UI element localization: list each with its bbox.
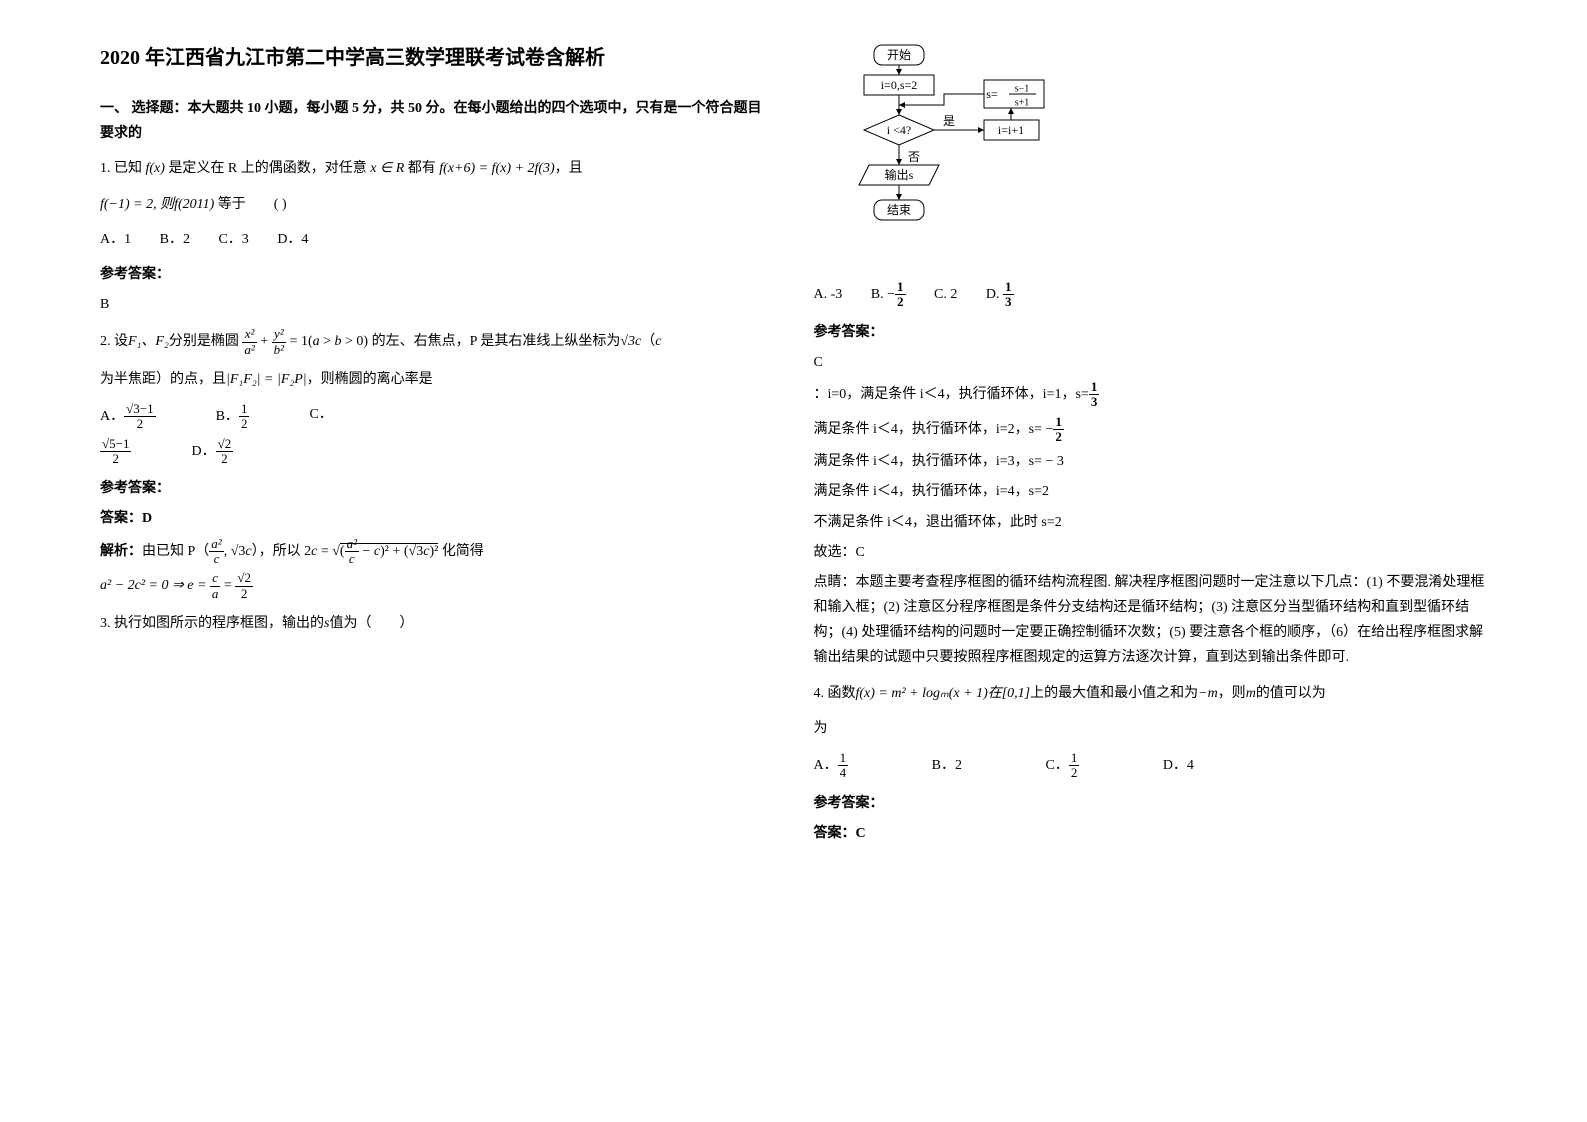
q4-continue: 为: [814, 716, 1488, 741]
flow-output: 输出s: [884, 167, 913, 182]
flow-init: i=0,s=2: [880, 78, 917, 92]
q1-ref-label: 参考答案：: [100, 262, 774, 287]
question-4: 4. 函数f(x) = m² + logₘ(x + 1)在[0,1]上的最大值和…: [814, 681, 1488, 706]
q4-opt-a: A．14: [814, 751, 849, 781]
right-column: 开始 i=0,s=2 i <4? 是 i=i+1 s= s−1 s+1: [814, 40, 1488, 851]
q2-solution: 解析：由已知 P（a²c, √3c），所以 2c = √(a²c − c)² +…: [100, 537, 774, 567]
question-3: 3. 执行如图所示的程序框图，输出的s值为（ ）: [100, 611, 774, 636]
flow-update-i: i=i+1: [997, 123, 1023, 137]
q3-answer: C: [814, 350, 1488, 375]
q2-opt-d: D．√22: [191, 437, 233, 467]
q3-options: A. -3 B. −12 C. 2 D. 13: [814, 280, 1488, 310]
q3-ref-label: 参考答案：: [814, 320, 1488, 345]
q2-opt-a: A．√3−12: [100, 402, 156, 432]
q1-opt-c: C．3: [218, 227, 248, 252]
question-1: 1. 已知 f(x) 是定义在 R 上的偶函数，对任意 x ∈ R 都有 f(x…: [100, 156, 774, 181]
q1-opt-a: A．1: [100, 227, 131, 252]
q2-ref-label: 参考答案：: [100, 476, 774, 501]
flow-update-s-label: s=: [986, 87, 998, 101]
flow-yes: 是: [942, 114, 954, 128]
q3-comment: 点睛：本题主要考查程序框图的循环结构流程图. 解决程序框图问题时一定注意以下几点…: [814, 570, 1488, 671]
flow-start: 开始: [886, 48, 910, 62]
flow-cond: i <4?: [886, 123, 910, 137]
q3-opt-c: C. 2: [934, 282, 957, 307]
q4-options: A．14 B．2 C．12 D．4: [814, 751, 1488, 781]
q3-opt-d: D. 13: [986, 280, 1014, 310]
svg-text:s+1: s+1: [1014, 97, 1029, 108]
q4-ref-label: 参考答案：: [814, 791, 1488, 816]
q4-opt-b: B．2: [932, 753, 962, 778]
q2-opt-c-val: √5−12: [100, 437, 131, 467]
q1-text: 1. 已知 f(x) 是定义在 R 上的偶函数，对任意 x ∈ R 都有 f(x…: [100, 161, 583, 176]
q3-opt-a: A. -3: [814, 282, 843, 307]
q2-line2: 为半焦距）的点，且|F₁F₂| = |F₂P|，则椭圆的离心率是: [100, 367, 774, 392]
flowchart-svg: 开始 i=0,s=2 i <4? 是 i=i+1 s= s−1 s+1: [844, 40, 1104, 270]
q4-opt-d: D．4: [1163, 753, 1194, 778]
q3-step-5: 故选：C: [814, 540, 1488, 565]
q3-step-3: 满足条件 i＜4，执行循环体，i=4，s=2: [814, 479, 1488, 504]
svg-text:s−1: s−1: [1014, 83, 1029, 94]
q2-opt-c: C．: [309, 402, 332, 432]
q1-opt-b: B．2: [160, 227, 190, 252]
flow-end: 结束: [886, 203, 910, 217]
q1-options: A．1 B．2 C．3 D．4: [100, 227, 774, 252]
question-2: 2. 设F₁、F₂分别是椭圆 x²a² + y²b² = 1(a > b > 0…: [100, 327, 774, 357]
q3-step-1: 满足条件 i＜4，执行循环体，i=2，s= −12: [814, 415, 1488, 445]
q2-opt-b: B．12: [216, 402, 250, 432]
q3-opt-b: B. −12: [871, 280, 906, 310]
q2-options: A．√3−12 B．12 C． √5−12 D．√22: [100, 402, 774, 466]
q3-step-2: 满足条件 i＜4，执行循环体，i=3，s= − 3: [814, 449, 1488, 474]
q4-opt-c: C．12: [1045, 751, 1079, 781]
section-heading: 一、 选择题：本大题共 10 小题，每小题 5 分，共 50 分。在每小题给出的…: [100, 96, 774, 146]
q2-answer: 答案：D: [100, 506, 774, 531]
exam-title: 2020 年江西省九江市第二中学高三数学理联考试卷含解析: [100, 40, 774, 76]
q3-step-0: ：i=0，满足条件 i＜4，执行循环体，i=1，s=13: [814, 380, 1488, 410]
q1-opt-d: D．4: [277, 227, 308, 252]
q3-step-4: 不满足条件 i＜4，退出循环体，此时 s=2: [814, 510, 1488, 535]
q2-solution-2: a² − 2c² = 0 ⇒ e = ca = √22: [100, 571, 774, 601]
flowchart: 开始 i=0,s=2 i <4? 是 i=i+1 s= s−1 s+1: [844, 40, 1488, 270]
q4-answer: 答案：C: [814, 821, 1488, 846]
left-column: 2020 年江西省九江市第二中学高三数学理联考试卷含解析 一、 选择题：本大题共…: [100, 40, 774, 851]
q1-answer: B: [100, 292, 774, 317]
flow-no: 否: [907, 150, 919, 164]
q1-line2: f(−1) = 2, 则f(2011) 等于 ( ): [100, 192, 774, 217]
